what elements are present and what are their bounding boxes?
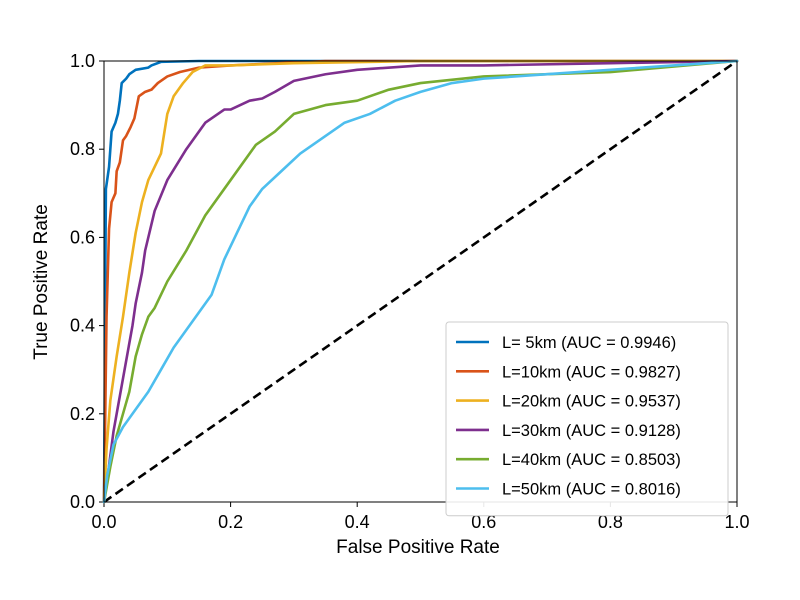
series-line-4 — [102, 59, 739, 504]
legend-label: L=20km (AUC = 0.9537) — [502, 393, 681, 411]
series-line-6 — [102, 59, 739, 504]
tick-layer: 0.0 0.2 0.4 0.6 0.8 1.0 0.0 0.2 0.4 0.6 0.8 1.0 — [70, 51, 750, 532]
legend-label: L=10km (AUC = 0.9827) — [502, 363, 681, 381]
plot-frame — [103, 60, 738, 503]
legend-box — [445, 321, 729, 517]
legend-label: L= 5km (AUC = 0.9946) — [502, 334, 676, 352]
legend-item: L=20km (AUC = 0.9537) — [456, 393, 681, 411]
x-axis-title: False Positive Rate — [336, 537, 500, 558]
x-tick-label: 0.0 — [91, 512, 116, 532]
series-line-1 — [102, 59, 739, 504]
legend-item: L= 5km (AUC = 0.9946) — [456, 334, 676, 352]
series-line-2 — [102, 59, 739, 504]
legend-item: L=30km (AUC = 0.9128) — [456, 422, 681, 440]
x-tick-label: 0.6 — [471, 512, 496, 532]
chance-reference-line — [103, 59, 738, 504]
legend-label: L=40km (AUC = 0.8503) — [502, 451, 681, 469]
y-tick-label: 0.2 — [70, 404, 95, 424]
x-tick-label: 0.8 — [598, 512, 623, 532]
legend-label: L=50km (AUC = 0.8016) — [502, 481, 681, 499]
x-tick-label: 0.2 — [218, 512, 243, 532]
y-tick-label: 0.0 — [70, 492, 95, 512]
y-tick-label: 1.0 — [70, 51, 95, 71]
series-line-3 — [102, 59, 739, 504]
legend-item: L=10km (AUC = 0.9827) — [456, 363, 681, 381]
legend-item: L=50km (AUC = 0.8016) — [456, 481, 681, 499]
y-tick-label: 0.8 — [70, 139, 95, 159]
y-tick-label: 0.4 — [70, 316, 95, 336]
legend-label: L=30km (AUC = 0.9128) — [502, 422, 681, 440]
series-line-5 — [102, 59, 739, 504]
x-tick-label: 1.0 — [724, 512, 749, 532]
y-tick-label: 0.6 — [70, 227, 95, 247]
legend: L= 5km (AUC = 0.9946) L=10km (AUC = 0.982… — [445, 321, 729, 517]
legend-item: L=40km (AUC = 0.8503) — [456, 451, 681, 469]
x-tick-label: 0.4 — [345, 512, 370, 532]
plot-lines — [102, 59, 739, 504]
y-axis-title: True Positive Rate — [31, 204, 52, 360]
